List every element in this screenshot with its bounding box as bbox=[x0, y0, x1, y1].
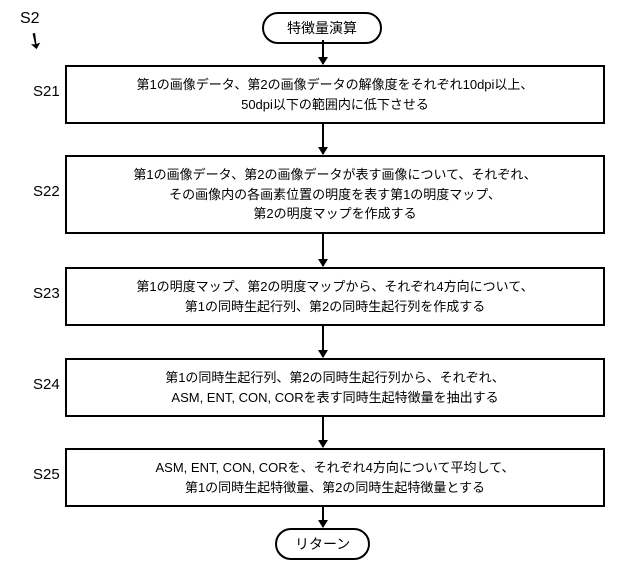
step-box-S23: 第1の明度マップ、第2の明度マップから、それぞれ4方向について、第1の同時生起行… bbox=[65, 267, 605, 326]
step-text-line: 第1の画像データ、第2の画像データが表す画像について、それぞれ、 bbox=[77, 165, 593, 185]
flow-arrow-3 bbox=[322, 322, 324, 357]
flow-arrow-2 bbox=[322, 230, 324, 266]
step-box-S25: ASM, ENT, CON, CORを、それぞれ4方向について平均して、第1の同… bbox=[65, 448, 605, 507]
step-text-line: ASM, ENT, CON, CORを、それぞれ4方向について平均して、 bbox=[77, 458, 593, 478]
step-label-S23: S23 bbox=[33, 285, 60, 302]
step-label-S21: S21 bbox=[33, 83, 60, 100]
step-text-line: その画像内の各画素位置の明度を表す第1の明度マップ、 bbox=[77, 185, 593, 205]
flow-arrow-0 bbox=[322, 40, 324, 64]
step-text-line: 第1の画像データ、第2の画像データの解像度をそれぞれ10dpi以上、 bbox=[77, 75, 593, 95]
step-label-S24: S24 bbox=[33, 376, 60, 393]
step-text-line: 第1の明度マップ、第2の明度マップから、それぞれ4方向について、 bbox=[77, 277, 593, 297]
flow-arrow-1 bbox=[322, 120, 324, 154]
step-box-S24: 第1の同時生起行列、第2の同時生起行列から、それぞれ、ASM, ENT, CON… bbox=[65, 358, 605, 417]
step-text-line: ASM, ENT, CON, CORを表す同時生起特徴量を抽出する bbox=[77, 388, 593, 408]
flow-return: リターン bbox=[275, 528, 370, 560]
step-box-S22: 第1の画像データ、第2の画像データが表す画像について、それぞれ、その画像内の各画… bbox=[65, 155, 605, 234]
step-label-S25: S25 bbox=[33, 466, 60, 483]
section-arrow-icon: ➘ bbox=[20, 25, 50, 57]
step-text-line: 第1の同時生起特徴量、第2の同時生起特徴量とする bbox=[77, 478, 593, 498]
step-box-S21: 第1の画像データ、第2の画像データの解像度をそれぞれ10dpi以上、50dpi以… bbox=[65, 65, 605, 124]
step-text-line: 第2の明度マップを作成する bbox=[77, 204, 593, 224]
step-label-S22: S22 bbox=[33, 183, 60, 200]
step-text-line: 第1の同時生起行列、第2の同時生起行列から、それぞれ、 bbox=[77, 368, 593, 388]
step-text-line: 第1の同時生起行列、第2の同時生起行列を作成する bbox=[77, 297, 593, 317]
step-text-line: 50dpi以下の範囲内に低下させる bbox=[77, 95, 593, 115]
flow-arrow-4 bbox=[322, 413, 324, 447]
